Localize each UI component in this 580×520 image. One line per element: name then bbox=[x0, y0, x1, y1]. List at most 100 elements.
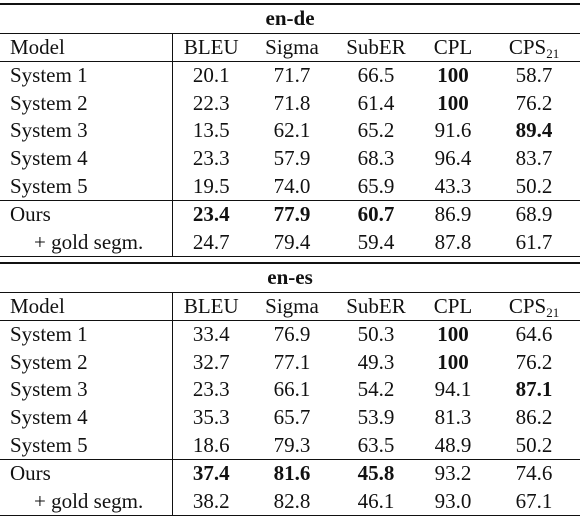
metric-cell: 35.3 bbox=[192, 404, 230, 429]
metric-cell: 76.9 bbox=[273, 322, 311, 347]
table-row: System 4 35.3 65.7 53.9 81.3 86.2 bbox=[0, 403, 580, 432]
metric-cell: 48.9 bbox=[434, 432, 472, 457]
table-title-row: en-es bbox=[0, 264, 580, 292]
metric-cell: 54.2 bbox=[357, 377, 395, 402]
column-header-sigma: Sigma bbox=[250, 32, 334, 63]
metric-cell: 82.8 bbox=[250, 487, 334, 517]
metric-cell: 50.2 bbox=[515, 432, 553, 457]
table-title: en-de bbox=[265, 6, 315, 30]
metric-cell: 81.3 bbox=[434, 404, 472, 429]
metric-cell: 68.9 bbox=[488, 200, 580, 229]
metric-cell: 60.7 bbox=[334, 200, 418, 229]
metric-cell: 61.4 bbox=[357, 90, 395, 115]
metric-cell: 23.4 bbox=[172, 200, 250, 229]
best-value: 60.7 bbox=[357, 202, 395, 227]
table-row: System 2 22.3 71.8 61.4 100 76.2 bbox=[0, 89, 580, 118]
model-name: + gold segm. bbox=[0, 487, 173, 517]
table-top-rule bbox=[0, 262, 580, 264]
metric-cell: 93.2 bbox=[418, 459, 488, 488]
model-name: Ours bbox=[0, 459, 173, 488]
column-header-bleu: BLEU bbox=[172, 32, 250, 63]
metric-cell: 76.2 bbox=[515, 90, 553, 115]
metric-cell: 23.3 bbox=[192, 145, 230, 170]
cps-label: CPS bbox=[508, 293, 547, 318]
header-row: Model BLEU Sigma SubER CPL CPS21 bbox=[0, 291, 580, 322]
model-name: + gold segm. bbox=[0, 228, 173, 258]
metric-cell: 23.3 bbox=[192, 377, 230, 402]
metric-cell: 66.5 bbox=[357, 63, 395, 88]
metric-cell: 100 bbox=[418, 90, 488, 118]
metric-cell: 62.1 bbox=[273, 118, 311, 143]
column-header-cpl: CPL bbox=[418, 32, 488, 63]
best-value: 37.4 bbox=[192, 461, 230, 486]
model-name: System 3 bbox=[0, 117, 173, 145]
column-header-model: Model bbox=[0, 291, 173, 322]
metric-cell: 91.6 bbox=[434, 118, 472, 143]
model-name: System 2 bbox=[0, 89, 173, 118]
metric-cell: 18.6 bbox=[192, 432, 230, 457]
metric-cell: 77.9 bbox=[250, 200, 334, 229]
model-name: System 5 bbox=[0, 172, 173, 201]
column-header-model: Model bbox=[0, 32, 173, 63]
model-name: System 4 bbox=[0, 403, 173, 432]
table-row: + gold segm. 38.2 82.8 46.1 93.0 67.1 bbox=[0, 487, 580, 517]
metric-cell: 100 bbox=[418, 349, 488, 377]
model-name: System 1 bbox=[0, 320, 173, 349]
metric-cell: 89.4 bbox=[488, 117, 580, 145]
column-header-sigma: Sigma bbox=[250, 291, 334, 322]
metric-cell: 63.5 bbox=[357, 432, 395, 457]
metric-cell: 24.7 bbox=[172, 228, 250, 258]
header-row: Model BLEU Sigma SubER CPL CPS21 bbox=[0, 32, 580, 63]
metric-cell: 64.6 bbox=[515, 322, 553, 347]
metric-cell: 37.4 bbox=[172, 459, 250, 488]
metric-cell: 74.0 bbox=[273, 173, 311, 198]
metric-cell: 19.5 bbox=[192, 173, 230, 198]
metric-cell: 45.8 bbox=[334, 459, 418, 488]
metric-cell: 65.2 bbox=[357, 118, 395, 143]
metric-cell: 100 bbox=[418, 62, 488, 90]
table-row: Ours 37.4 81.6 45.8 93.2 74.6 bbox=[0, 459, 580, 488]
table-row: System 4 23.3 57.9 68.3 96.4 83.7 bbox=[0, 144, 580, 173]
metric-cell: 53.9 bbox=[357, 404, 395, 429]
metric-cell: 57.9 bbox=[273, 145, 311, 170]
metric-cell: 93.0 bbox=[418, 487, 488, 517]
table-row: Ours 23.4 77.9 60.7 86.9 68.9 bbox=[0, 200, 580, 229]
metric-cell: 65.7 bbox=[273, 404, 311, 429]
best-value: 81.6 bbox=[273, 461, 311, 486]
cps-subscript: 21 bbox=[546, 45, 560, 61]
best-value: 23.4 bbox=[192, 202, 230, 227]
metric-cell: 71.8 bbox=[273, 90, 311, 115]
metric-cell: 65.9 bbox=[357, 173, 395, 198]
model-name: System 3 bbox=[0, 376, 173, 404]
column-header-bleu: BLEU bbox=[172, 291, 250, 322]
best-value: 100 bbox=[437, 90, 469, 115]
model-name: Ours bbox=[0, 200, 173, 229]
metric-cell: 46.1 bbox=[334, 487, 418, 517]
best-value: 100 bbox=[437, 63, 469, 88]
metric-cell: 96.4 bbox=[434, 145, 472, 170]
best-value: 77.9 bbox=[273, 202, 311, 227]
cps-label: CPS bbox=[508, 34, 547, 59]
cps-subscript: 21 bbox=[546, 304, 560, 320]
metric-cell: 49.3 bbox=[357, 349, 395, 374]
best-value: 89.4 bbox=[515, 118, 553, 143]
best-value: 100 bbox=[437, 349, 469, 374]
metric-cell: 13.5 bbox=[192, 118, 230, 143]
column-header-cpl: CPL bbox=[418, 291, 488, 322]
results-table-en-es: en-es Model BLEU Sigma SubER CPL CPS21 System 1… bbox=[0, 264, 580, 517]
metric-cell: 87.1 bbox=[488, 376, 580, 404]
metric-cell: 38.2 bbox=[172, 487, 250, 517]
column-header-cps21: CPS21 bbox=[488, 291, 580, 322]
column-header-suber: SubER bbox=[334, 291, 418, 322]
table-row: System 3 23.3 66.1 54.2 94.1 87.1 bbox=[0, 376, 580, 404]
table-row: System 2 32.7 77.1 49.3 100 76.2 bbox=[0, 348, 580, 377]
best-value: 45.8 bbox=[357, 461, 395, 486]
metric-cell: 77.1 bbox=[273, 349, 311, 374]
metric-cell: 76.2 bbox=[515, 349, 553, 374]
model-name: System 2 bbox=[0, 348, 173, 377]
metric-cell: 81.6 bbox=[250, 459, 334, 488]
table-row: + gold segm. 24.7 79.4 59.4 87.8 61.7 bbox=[0, 228, 580, 258]
model-name: System 4 bbox=[0, 144, 173, 173]
model-name: System 1 bbox=[0, 61, 173, 90]
